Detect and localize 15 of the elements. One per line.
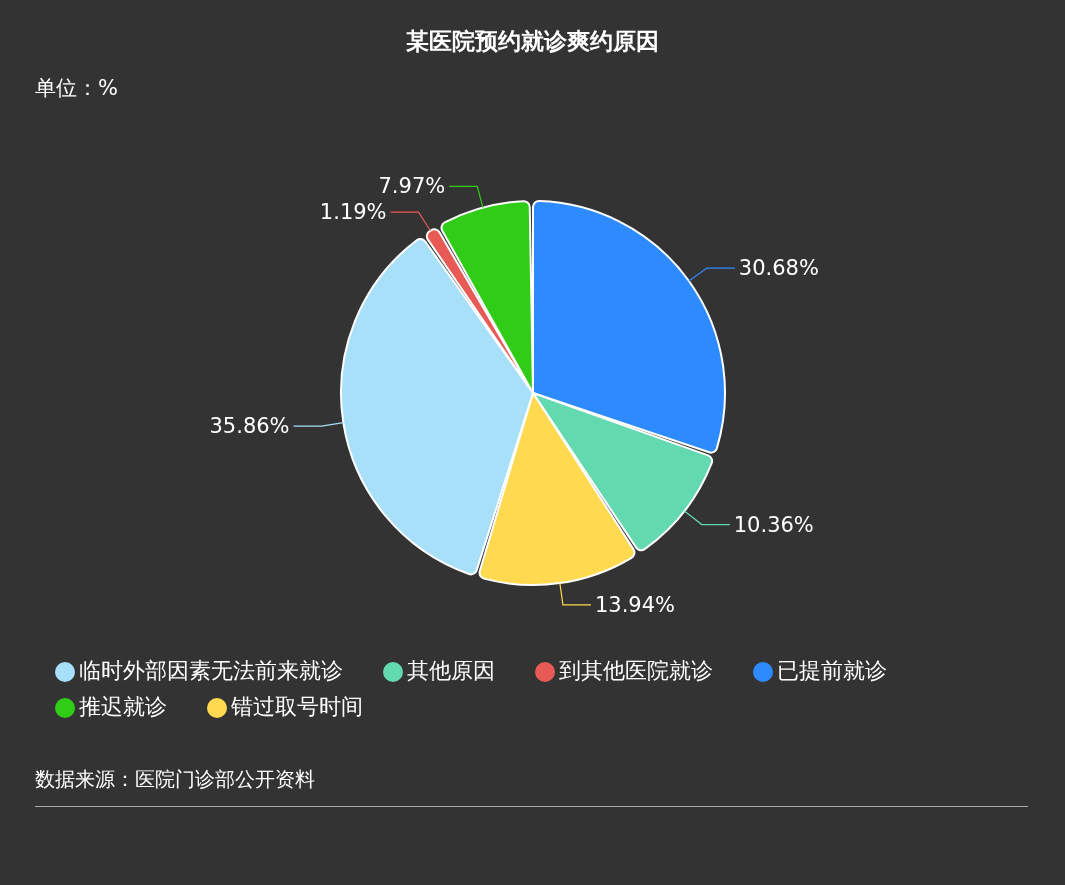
data-label: 7.97% (378, 174, 446, 199)
chart-subtitle: 单位：% (35, 75, 118, 102)
legend-label: 其他原因 (407, 658, 495, 683)
data-label: 30.68% (738, 256, 819, 281)
legend-label: 临时外部因素无法前来就诊 (79, 658, 343, 683)
data-label: 1.19% (319, 200, 387, 225)
data-label: 13.94% (594, 592, 676, 617)
chart-title: 某医院预约就诊爽约原因 (405, 27, 660, 56)
data-label: 10.36% (733, 512, 814, 537)
legend-label: 到其他医院就诊 (559, 658, 713, 683)
source-note: 数据来源：医院门诊部公开资料 (35, 766, 315, 793)
data-label: 35.86% (209, 414, 290, 439)
legend-label: 已提前就诊 (777, 658, 887, 683)
legend-label: 错过取号时间 (231, 694, 363, 719)
legend-label: 推迟就诊 (79, 694, 167, 719)
